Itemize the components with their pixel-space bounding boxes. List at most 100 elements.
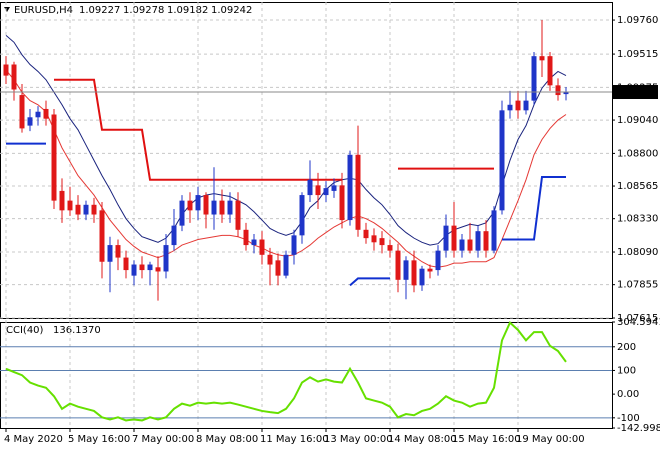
ohlc-high: 1.09278 xyxy=(123,5,164,16)
cci-line xyxy=(5,320,567,422)
candle-body xyxy=(91,204,97,215)
y-tick-label: 100 xyxy=(617,365,636,376)
candle-body xyxy=(563,92,569,95)
x-tick-label: 5 May 16:00 xyxy=(68,434,130,445)
y-tick-label: 1.08800 xyxy=(617,148,658,159)
candle-body xyxy=(235,200,241,230)
candle-body xyxy=(379,238,385,246)
candle-body xyxy=(3,64,9,76)
candle-body xyxy=(515,100,521,111)
candle-body xyxy=(291,235,297,255)
y-tick-label: 1.07855 xyxy=(617,280,658,291)
candle-body xyxy=(355,154,361,230)
x-tick-label: 7 May 00:00 xyxy=(132,434,194,445)
candle-body xyxy=(547,56,553,86)
candle-body xyxy=(179,200,185,226)
last-price-label: 1.09242 xyxy=(616,87,657,98)
y-tick-label: 0.00 xyxy=(617,389,639,400)
candle-body xyxy=(227,200,233,215)
candle-body xyxy=(475,231,481,251)
candle-body xyxy=(507,104,513,111)
candle-body xyxy=(259,239,265,255)
candle-body xyxy=(219,200,225,215)
ohlc-low: 1.09182 xyxy=(167,5,208,16)
indicator-line xyxy=(502,176,566,241)
candle-body xyxy=(51,114,57,201)
candle-body xyxy=(19,95,25,129)
candle-body xyxy=(523,100,529,111)
candle-body xyxy=(171,225,177,246)
y-tick-label: 1.09515 xyxy=(617,49,658,60)
candle-body xyxy=(371,235,377,243)
candle-body xyxy=(67,200,73,211)
ohlc-open: 1.09227 xyxy=(79,5,120,16)
candle-body xyxy=(307,179,313,196)
candle-body xyxy=(539,56,545,61)
y-tick-label: 1.09760 xyxy=(617,15,658,26)
x-tick-label: 4 May 2020 xyxy=(4,434,63,445)
indicator-line xyxy=(349,277,390,287)
x-tick-label: 15 May 16:00 xyxy=(452,434,521,445)
candle-body xyxy=(139,264,145,271)
candle-body xyxy=(75,204,81,215)
candle-body xyxy=(131,264,137,276)
ohlc-close: 1.09242 xyxy=(211,5,252,16)
y-tick-label: -142.9987 xyxy=(617,423,660,434)
candle-body xyxy=(443,225,449,251)
y-tick-label: 1.09040 xyxy=(617,115,658,126)
x-tick-label: 8 May 08:00 xyxy=(196,434,258,445)
candle-body xyxy=(99,210,105,262)
indicator-line xyxy=(5,34,567,246)
cci-current: 136.1370 xyxy=(53,325,101,336)
candle-body xyxy=(387,245,393,251)
candle-body xyxy=(43,108,49,119)
cci-panel-frame xyxy=(0,322,613,429)
candle-body xyxy=(115,245,121,258)
candle-body xyxy=(411,260,417,286)
candle-body xyxy=(275,260,281,276)
candle-body xyxy=(499,110,505,211)
candle-body xyxy=(347,154,353,221)
y-tick-label: -100 xyxy=(617,413,640,424)
y-tick-label: 1.08330 xyxy=(617,214,658,225)
candle-body xyxy=(451,225,457,251)
y-tick-label: 1.07615 xyxy=(617,313,658,324)
candle-body xyxy=(339,185,345,221)
candle-body xyxy=(203,195,209,215)
candle-body xyxy=(283,254,289,276)
candle-body xyxy=(211,200,217,215)
candle-body xyxy=(27,117,33,126)
candle-body xyxy=(155,267,161,272)
x-tick-label: 14 May 08:00 xyxy=(388,434,457,445)
candle-body xyxy=(395,250,401,280)
candle-body xyxy=(467,239,473,251)
candle-body xyxy=(35,111,41,118)
cci-title: CCI(40) xyxy=(6,325,44,336)
y-tick-label: 304.5941 xyxy=(617,317,660,328)
candle-body xyxy=(267,254,273,265)
y-tick-label: 1.08090 xyxy=(617,247,658,258)
symbol: EURUSD,H4 xyxy=(14,5,73,16)
candle-body xyxy=(147,264,153,271)
x-tick-label: 19 May 00:00 xyxy=(516,434,585,445)
candle-body xyxy=(315,185,321,196)
candle-body xyxy=(163,245,169,272)
x-tick-label: 11 May 16:00 xyxy=(260,434,329,445)
candle-body xyxy=(331,185,337,191)
candle-body xyxy=(11,64,17,90)
candle-body xyxy=(555,85,561,96)
candle-body xyxy=(187,200,193,211)
candle-body xyxy=(419,268,425,286)
candle-body xyxy=(435,250,441,271)
candle-body xyxy=(363,229,369,239)
y-tick-label: 200 xyxy=(617,342,636,353)
candle-body xyxy=(107,245,113,262)
candle-body xyxy=(123,257,129,271)
candle-body xyxy=(195,195,201,211)
candle-body xyxy=(531,56,537,101)
y-tick-label: 1.08565 xyxy=(617,181,658,192)
candle-body xyxy=(459,239,465,251)
candle-body xyxy=(491,210,497,251)
